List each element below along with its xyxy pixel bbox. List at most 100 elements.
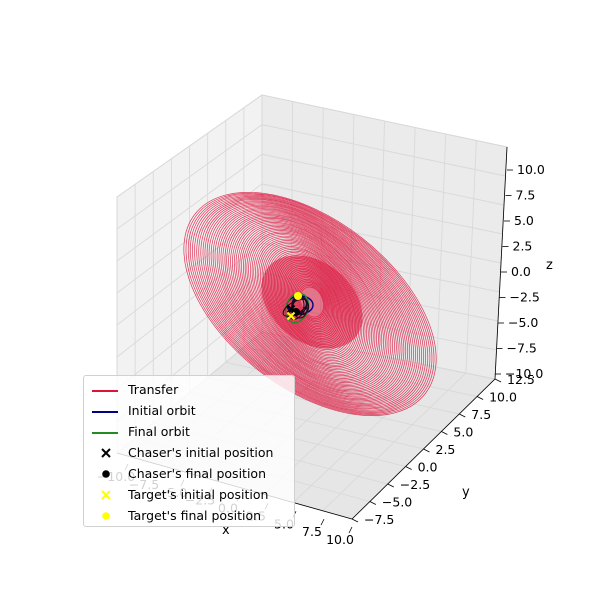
transfer-orbit-loop: [196, 198, 425, 410]
transfer-orbit-loop: [255, 237, 368, 369]
y-tick-mark: [459, 413, 466, 418]
target-initial-position-marker: [286, 311, 296, 321]
y-tick-mark: [423, 448, 430, 453]
transfer-orbit-loop: [216, 209, 405, 398]
transfer-orbit-loop: [243, 227, 379, 379]
transfer-orbit-loop: [187, 193, 433, 414]
y-tick-label: −7.5: [364, 512, 394, 527]
final-orbit-line-swatch: [92, 431, 118, 434]
gridline: [261, 124, 506, 177]
legend-label: Target's initial position: [128, 487, 269, 502]
x-axis-label: x: [222, 523, 230, 538]
initial-orbit-line-swatch: [92, 410, 118, 413]
transfer-orbit-loop: [206, 203, 414, 404]
x-marker-icon: [99, 488, 113, 502]
legend-item-target-initial: Target's initial position: [90, 484, 288, 505]
gridline: [116, 153, 263, 262]
transfer-orbit-loop: [185, 193, 435, 415]
transfer-orbit-loop: [237, 223, 384, 384]
legend-label: Chaser's initial position: [128, 445, 274, 460]
transfer-orbit-loop: [246, 230, 376, 377]
gridline: [322, 372, 467, 512]
legend-label: Initial orbit: [128, 403, 196, 418]
y-tick-mark: [441, 431, 448, 435]
transfer-orbit-loop: [218, 210, 403, 397]
transfer-orbit-loop: [241, 226, 381, 381]
transfer-orbit-loop: [226, 215, 395, 392]
legend-label: Chaser's final position: [128, 466, 266, 481]
legend-item-chaser-initial: Chaser's initial position: [90, 442, 288, 463]
z-axis-line: [494, 146, 508, 380]
transfer-orbit-loop: [189, 194, 431, 413]
transfer-orbit-loop: [212, 207, 409, 401]
transfer-orbit-loop: [244, 228, 377, 378]
dot-marker-icon: [99, 467, 113, 481]
y-ticks: −7.5 −5.0 −2.5 0.0 2.5 5.0 7.5 10.0 12.5: [351, 372, 535, 527]
transfer-orbit-loop: [204, 202, 416, 405]
legend-item-final-orbit: Final orbit: [90, 421, 288, 442]
transfer-orbit-loop: [214, 208, 407, 399]
transfer-orbit-loop: [208, 204, 412, 403]
z-tick-label: 0.0: [511, 264, 531, 279]
transfer-orbit-loop: [228, 216, 393, 390]
transfer-line-swatch: [92, 389, 118, 392]
y-tick-mark: [494, 378, 502, 383]
transfer-orbit-loop: [192, 196, 429, 412]
y-axis-label: y: [462, 485, 470, 500]
transfer-orbit-loop: [233, 220, 388, 386]
transfer-orbit-loop: [230, 218, 392, 389]
target-final-position-marker: [294, 292, 302, 300]
transfer-orbit-loop: [183, 192, 437, 416]
transfer-orbit-loop: [210, 205, 411, 402]
z-tick-label: −10.0: [505, 366, 543, 381]
y-tick-label: 2.5: [436, 442, 456, 457]
z-tick-label: −5.0: [508, 315, 538, 330]
x-tick-label: 7.5: [302, 524, 322, 539]
y-tick-mark: [405, 466, 412, 470]
z-tick-label: −7.5: [507, 341, 537, 356]
gridline: [116, 94, 263, 198]
legend-label: Final orbit: [128, 424, 190, 439]
transfer-orbit-loop: [251, 234, 371, 372]
z-tick-label: −2.5: [510, 290, 540, 305]
gridline: [116, 124, 263, 230]
transfer-orbit-loop: [202, 201, 418, 406]
legend-item-initial-orbit: Initial orbit: [90, 400, 288, 421]
z-axis-label: z: [546, 258, 553, 273]
gridline: [261, 153, 505, 206]
y-tick-mark: [387, 483, 394, 488]
x-tick-label: 10.0: [326, 532, 354, 547]
z-tick-label: 5.0: [514, 213, 534, 228]
y-tick-label: −5.0: [382, 495, 412, 510]
gridline: [116, 213, 263, 326]
x-tick-mark: [320, 518, 325, 526]
y-tick-mark: [351, 518, 359, 523]
z-ticks: −10.0 −7.5 −5.0 −2.5 0.0 2.5 5.0 7.5 10.0: [495, 162, 545, 381]
y-tick-label: 0.0: [418, 460, 438, 475]
y-tick-label: 12.5: [507, 372, 535, 387]
z-tick-label: 2.5: [513, 239, 533, 254]
legend-item-target-final: Target's final position: [90, 505, 288, 526]
transfer-orbit-loop: [224, 214, 397, 393]
transfer-orbit-loop: [222, 213, 399, 394]
transfer-orbit-loop: [239, 224, 383, 382]
z-tick-label: 7.5: [516, 188, 536, 203]
transfer-orbit-loop: [220, 211, 401, 396]
transfer-orbit-loop: [232, 219, 390, 388]
transfer-orbit-loop: [194, 197, 427, 411]
transfer-orbit-loop: [248, 231, 374, 375]
y-tick-label: 7.5: [471, 407, 491, 422]
x-tick-mark: [348, 526, 353, 534]
y-tick-label: 10.0: [489, 390, 517, 405]
legend-label: Transfer: [128, 382, 179, 397]
legend-label: Target's final position: [128, 508, 262, 523]
transfer-orbit-loop: [198, 199, 423, 409]
transfer-orbit-loop: [256, 238, 366, 368]
gridline: [261, 94, 508, 148]
transfer-orbit-loop: [200, 200, 420, 408]
transfer-orbit-loop: [253, 235, 369, 371]
transfer-orbit: [183, 192, 437, 416]
orbit-trace: [289, 297, 307, 320]
y-tick-label: 5.0: [453, 425, 473, 440]
z-tick-label: 10.0: [517, 162, 545, 177]
